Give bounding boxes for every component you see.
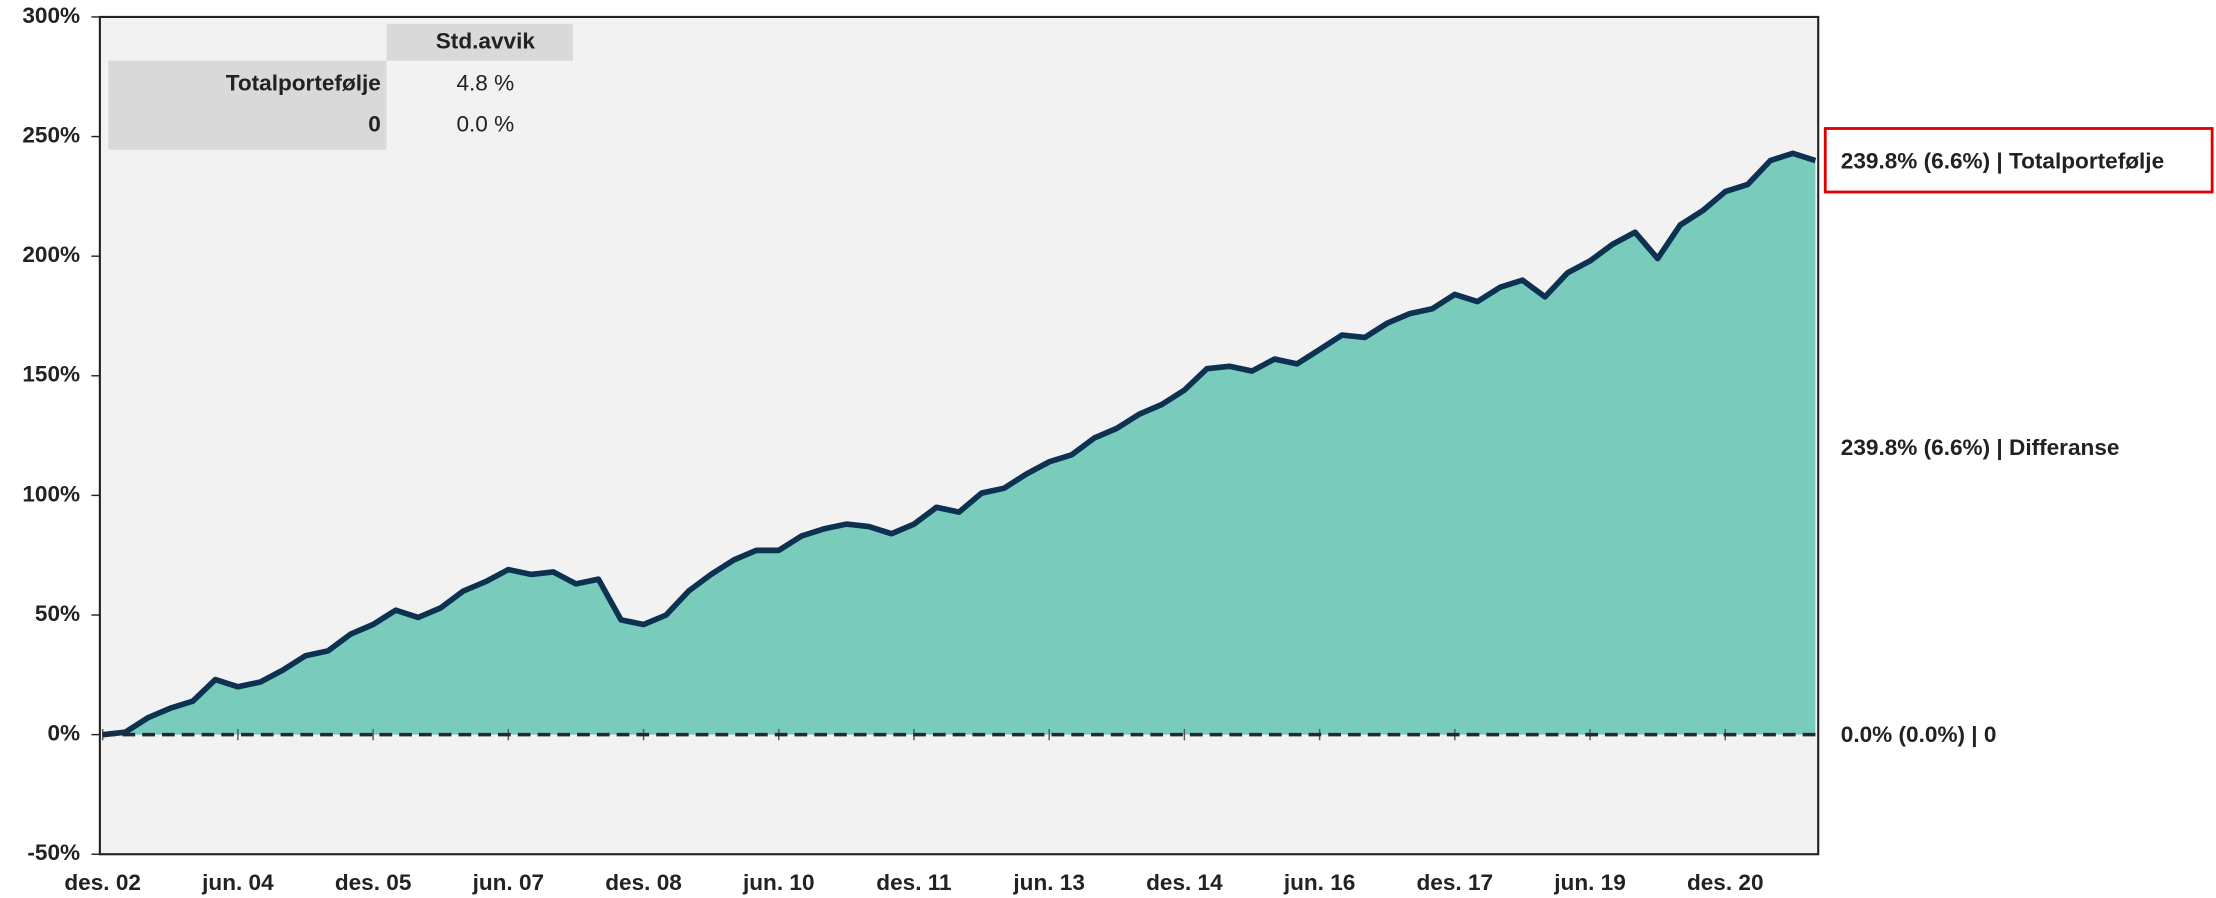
x-tick-label: des. 17 [1417, 870, 1494, 895]
y-tick-label: 50% [35, 601, 80, 626]
y-tick-label: 250% [22, 123, 80, 148]
x-tick-label: jun. 16 [1283, 870, 1356, 895]
table-row-label: 0 [368, 112, 381, 137]
area-fill [102, 153, 1816, 735]
line [102, 150, 1817, 738]
table-header-bg [386, 24, 573, 61]
table-row-label: Totalportefølje [226, 71, 381, 96]
y-tick-label: 100% [22, 481, 80, 506]
y-tick-label: 200% [22, 242, 80, 267]
x-tick-label: jun. 04 [201, 870, 274, 895]
table-header: Std.avvik [436, 28, 536, 53]
x-tick-label: des. 02 [64, 870, 141, 895]
annotation: 239.8% (6.6%) | Differanse [1841, 435, 2120, 460]
x-tick-label: jun. 13 [1012, 870, 1085, 895]
x-tick-label: des. 08 [605, 870, 682, 895]
table-cell: 0.0 % [456, 112, 514, 137]
x-tick-label: jun. 07 [472, 870, 545, 895]
y-tick-label: 0% [47, 721, 80, 746]
table-label-bg [108, 60, 387, 150]
x-tick-label: des. 14 [1146, 870, 1223, 895]
x-tick-label: des. 20 [1687, 870, 1764, 895]
table-cell: 4.8 % [456, 71, 514, 96]
y-tick-label: 300% [22, 3, 80, 28]
x-tick-label: jun. 10 [742, 870, 815, 895]
stats-table: Std.avvik Totalportefølje 4.8 % 0 0.0 % [108, 24, 573, 150]
annotation: 0.0% (0.0%) | 0 [1841, 722, 1997, 747]
y-tick-label: -50% [27, 840, 80, 865]
x-tick-label: des. 11 [876, 870, 951, 895]
x-tick-label: des. 05 [335, 870, 412, 895]
annotation: 239.8% (6.6%) | Totalportefølje [1841, 148, 2164, 173]
y-tick-label: 150% [22, 362, 80, 387]
x-tick-label: jun. 19 [1553, 870, 1626, 895]
annotation-box [1823, 127, 2214, 194]
